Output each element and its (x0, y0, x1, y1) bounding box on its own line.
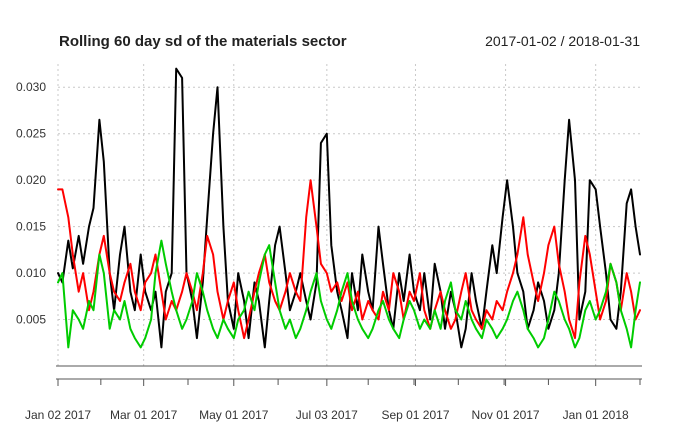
series-line-3 (57, 239, 641, 349)
y-tick-label: 0.025 (16, 127, 46, 141)
chart-title: Rolling 60 day sd of the materials secto… (59, 33, 347, 50)
y-tick-label: 0.005 (16, 313, 46, 327)
axis-ticks: 0.005 0.010 0.015 0.020 0.025 0.030 Jan 02 201… (16, 80, 641, 422)
x-tick-label: Nov 01 2017 (472, 408, 540, 422)
series-lines (57, 67, 641, 349)
date-range-label: 2017-01-02 / 2018-01-31 (485, 33, 640, 49)
x-tick-label: May 01 2017 (199, 408, 269, 422)
series-line-2 (57, 179, 641, 340)
y-tick-label: 0.015 (16, 220, 46, 234)
y-tick-label: 0.010 (16, 266, 46, 280)
x-tick-label: Jul 03 2017 (296, 408, 358, 422)
series-line-1 (57, 67, 641, 349)
y-tick-label: 0.030 (16, 80, 46, 94)
y-tick-label: 0.020 (16, 173, 46, 187)
x-tick-label: Jan 02 2017 (25, 408, 91, 422)
x-tick-label: Mar 01 2017 (110, 408, 178, 422)
x-tick-label: Jan 01 2018 (563, 408, 629, 422)
x-tick-label: Sep 01 2017 (381, 408, 449, 422)
axes (56, 365, 642, 380)
